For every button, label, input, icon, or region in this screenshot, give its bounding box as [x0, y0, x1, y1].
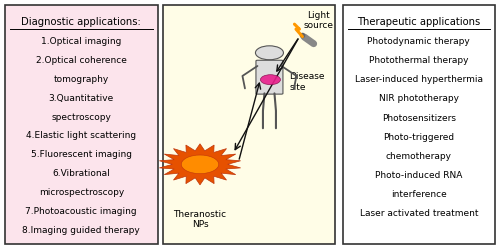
- FancyBboxPatch shape: [162, 5, 335, 244]
- Text: 6.Vibrational: 6.Vibrational: [52, 169, 110, 178]
- FancyBboxPatch shape: [342, 5, 495, 244]
- Circle shape: [256, 46, 283, 60]
- Text: Photo-induced RNA: Photo-induced RNA: [375, 171, 462, 180]
- Polygon shape: [160, 144, 240, 185]
- Text: tomography: tomography: [54, 75, 109, 84]
- Text: 7.Photoacoustic imaging: 7.Photoacoustic imaging: [26, 207, 137, 216]
- Text: Laser-induced hyperthermia: Laser-induced hyperthermia: [355, 75, 483, 84]
- Text: Photosensitizers: Photosensitizers: [382, 114, 456, 123]
- Text: microspectroscopy: microspectroscopy: [38, 188, 124, 197]
- Text: NIR phototherapy: NIR phototherapy: [379, 94, 459, 103]
- Text: Photo-triggered: Photo-triggered: [383, 133, 454, 142]
- Text: interference: interference: [391, 190, 446, 199]
- FancyBboxPatch shape: [5, 5, 158, 244]
- Text: Light
source: Light source: [304, 11, 334, 30]
- FancyBboxPatch shape: [256, 60, 283, 94]
- Text: 3.Quantitative: 3.Quantitative: [48, 94, 114, 103]
- Text: Disease
site: Disease site: [290, 72, 325, 92]
- Text: Therapeutic applications: Therapeutic applications: [357, 17, 480, 27]
- Text: 8.Imaging guided therapy: 8.Imaging guided therapy: [22, 226, 140, 235]
- Text: 1.Optical imaging: 1.Optical imaging: [41, 37, 121, 46]
- Text: Diagnostic applications:: Diagnostic applications:: [22, 17, 141, 27]
- Text: chemotherapy: chemotherapy: [386, 152, 452, 161]
- Text: spectroscopy: spectroscopy: [52, 113, 111, 122]
- Text: 5.Fluorescent imaging: 5.Fluorescent imaging: [31, 150, 132, 159]
- Text: Photodynamic therapy: Photodynamic therapy: [368, 37, 470, 46]
- Circle shape: [260, 75, 280, 85]
- Circle shape: [182, 155, 218, 174]
- Text: Photothermal therapy: Photothermal therapy: [369, 56, 468, 65]
- Text: Laser activated treatment: Laser activated treatment: [360, 209, 478, 218]
- Text: Theranostic
NPs: Theranostic NPs: [174, 210, 227, 229]
- Text: 4.Elastic light scattering: 4.Elastic light scattering: [26, 131, 136, 140]
- Text: 2.Optical coherence: 2.Optical coherence: [36, 56, 126, 65]
